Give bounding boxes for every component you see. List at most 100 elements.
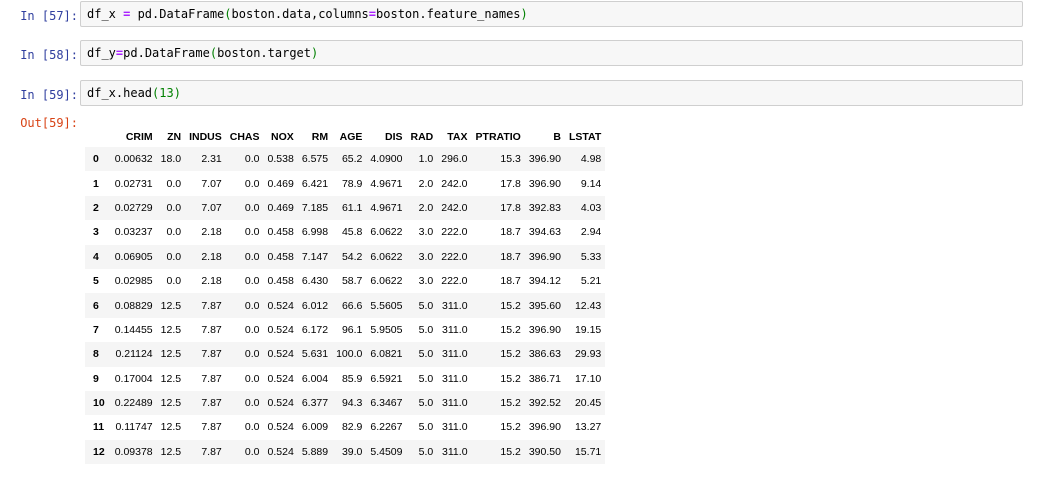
table-cell: 5.9505: [370, 323, 403, 336]
table-cell: 296.0: [441, 153, 468, 166]
table-cell: 4.0900: [370, 153, 403, 166]
row-index: 10: [93, 397, 105, 410]
code-token: (: [209, 46, 218, 60]
table-cell: 18.7: [500, 250, 521, 263]
table-cell: 0.02729: [114, 201, 153, 214]
table-cell: 5.0: [418, 372, 434, 385]
table-cell: 5.21: [580, 275, 602, 288]
table-cell: 5.5605: [370, 299, 403, 312]
table-cell: 0.0: [244, 275, 260, 288]
table-cell: 395.60: [528, 299, 561, 312]
table-cell: 15.2: [500, 299, 521, 312]
column-header: B: [553, 131, 561, 143]
table-row: 10 0.22489 12.5 7.87 0.0 0.524 6.377 94.3 6.3467…: [85, 390, 606, 416]
row-index: 12: [93, 445, 105, 458]
code-token: =: [368, 7, 377, 21]
table-cell: 3.0: [418, 275, 434, 288]
table-cell: 82.9: [341, 421, 363, 434]
table-cell: 19.15: [574, 323, 602, 336]
table-cell: 5.0: [418, 445, 434, 458]
table-cell: 0.458: [267, 275, 294, 288]
table-cell: 0.0: [166, 177, 182, 190]
code-token: pd.DataFrame: [123, 46, 210, 60]
table-cell: 2.0: [418, 177, 434, 190]
table-cell: 15.2: [500, 397, 521, 410]
table-cell: 18.0: [160, 153, 182, 166]
table-cell: 17.10: [574, 372, 602, 385]
table-cell: 0.0: [244, 372, 260, 385]
table-cell: 61.1: [341, 201, 363, 214]
table-row: 1 0.02731 0.0 7.07 0.0 0.469 6.421 78.9 4.9671 2.…: [85, 171, 605, 195]
table-cell: 6.0622: [370, 226, 403, 239]
table-cell: 222.0: [441, 275, 468, 288]
table-cell: 12.5: [160, 372, 182, 385]
table-row: 7 0.14455 12.5 7.87 0.0 0.524 6.172 96.1 5.9505 5…: [85, 318, 605, 342]
table-row: 8 0.21124 12.5 7.87 0.0 0.524 5.631 100.0 6.0821…: [85, 342, 606, 367]
table-cell: 12.5: [160, 323, 182, 336]
table-cell: 2.18: [201, 250, 222, 263]
table-cell: 0.00632: [114, 153, 153, 166]
table-cell: 0.0: [244, 177, 260, 190]
table-cell: 2.31: [201, 153, 222, 166]
table-cell: 94.3: [341, 397, 363, 410]
table-cell: 0.09378: [114, 445, 153, 458]
table-cell: 0.02985: [114, 275, 153, 288]
table-body: 0 0.00632 18.0 2.31 0.0 0.538 6.575 65.2 4.0900 1…: [85, 147, 606, 465]
table-cell: 0.469: [267, 177, 294, 190]
table-cell: 12.5: [160, 421, 182, 434]
table-row: 11 0.11747 12.5 7.87 0.0 0.524 6.009 82.9 6.2267…: [85, 415, 605, 439]
table-cell: 18.7: [500, 275, 521, 288]
table-cell: 392.52: [528, 397, 561, 410]
table-cell: 4.03: [580, 201, 602, 214]
column-header: RAD: [410, 131, 434, 143]
table-cell: 6.430: [301, 275, 329, 288]
table-cell: 7.185: [301, 201, 329, 214]
code-editor[interactable]: df_x.head(13): [80, 80, 1023, 106]
table-cell: 0.0: [244, 250, 260, 263]
table-cell: 311.0: [442, 445, 468, 458]
table-row: 3 0.03237 0.0 2.18 0.0 0.458 6.998 45.8 6.0622 3.…: [85, 220, 605, 244]
table-cell: 4.9671: [370, 201, 403, 214]
table-cell: 15.3: [500, 153, 521, 166]
table-cell: 6.3467: [370, 397, 403, 410]
table-cell: 12.5: [160, 397, 182, 410]
table-cell: 45.8: [341, 226, 363, 239]
table-cell: 13.27: [574, 421, 602, 434]
table-cell: 20.45: [574, 397, 602, 410]
table-cell: 7.87: [201, 445, 222, 458]
code-editor[interactable]: df_x = pd.DataFrame(boston.data,columns=…: [80, 1, 1023, 27]
table-cell: 0.524: [267, 421, 294, 434]
table-cell: 0.0: [244, 348, 260, 361]
table-cell: 7.87: [201, 348, 222, 361]
table-cell: 5.0: [418, 397, 434, 410]
table-cell: 396.90: [528, 153, 561, 166]
code-editor[interactable]: df_y=pd.DataFrame(boston.target): [80, 40, 1023, 66]
table-cell: 0.0: [244, 421, 260, 434]
row-index: 7: [93, 323, 99, 336]
code-token: (: [152, 86, 160, 100]
table-cell: 6.0821: [370, 348, 403, 361]
table-cell: 5.0: [418, 421, 434, 434]
column-header: CHAS: [229, 131, 260, 143]
table-cell: 242.0: [441, 201, 468, 214]
code-token: =: [115, 46, 124, 60]
table-cell: 222.0: [441, 226, 468, 239]
table-cell: 54.2: [341, 250, 363, 263]
input-prompt: In [58]:: [20, 48, 78, 62]
code-token: (: [224, 7, 232, 21]
table-cell: 0.14455: [114, 323, 153, 336]
table-cell: 0.0: [244, 153, 260, 166]
column-header: PTRATIO: [475, 131, 521, 143]
column-header: AGE: [339, 131, 363, 143]
table-cell: 6.004: [301, 372, 329, 385]
table-cell: 396.90: [528, 250, 561, 263]
table-row: 0 0.00632 18.0 2.31 0.0 0.538 6.575 65.2 4.0900 1…: [85, 147, 606, 172]
table-cell: 0.524: [267, 323, 294, 336]
table-cell: 7.07: [201, 201, 222, 214]
table-cell: 2.18: [201, 275, 222, 288]
table-row: 12 0.09378 12.5 7.87 0.0 0.524 5.889 39.0 5.4509…: [85, 439, 606, 465]
table-cell: 2.0: [418, 201, 434, 214]
table-cell: 12.5: [160, 445, 182, 458]
table-cell: 6.377: [301, 397, 329, 410]
table-cell: 17.8: [500, 201, 521, 214]
